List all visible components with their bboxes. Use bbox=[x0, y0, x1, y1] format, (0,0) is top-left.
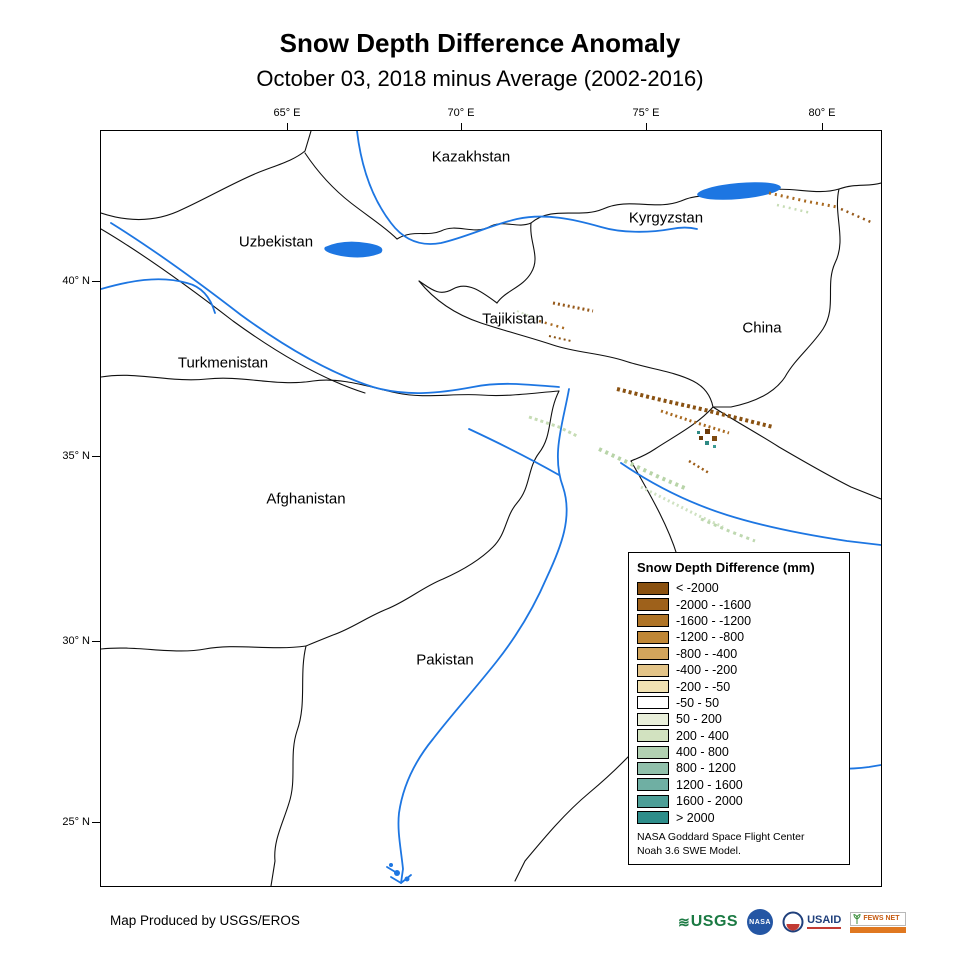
legend-swatch bbox=[637, 811, 669, 825]
country-label-uzbekistan: Uzbekistan bbox=[238, 233, 314, 251]
usgs-logo-text: USGS bbox=[690, 913, 739, 930]
legend-swatch bbox=[637, 794, 669, 808]
lakes bbox=[324, 182, 781, 882]
tick-mark bbox=[822, 123, 823, 130]
legend-note-line1: NASA Goddard Space Flight Center bbox=[637, 830, 805, 843]
latitude-tick-label: 40° N bbox=[62, 275, 90, 287]
legend-row: -800 - -400 bbox=[637, 646, 841, 662]
legend-swatch bbox=[637, 745, 669, 759]
legend-row: 1600 - 2000 bbox=[637, 793, 841, 809]
latitude-tick-label: 25° N bbox=[62, 816, 90, 828]
country-label-afghanistan: Afghanistan bbox=[266, 490, 346, 508]
legend-row: 50 - 200 bbox=[637, 711, 841, 727]
legend-label: -800 - -400 bbox=[676, 646, 738, 661]
fews-sprout-icon bbox=[853, 913, 861, 924]
legend-swatch bbox=[637, 778, 669, 792]
map-canvas bbox=[101, 131, 881, 886]
legend-swatch bbox=[637, 598, 669, 612]
legend-label: 200 - 400 bbox=[676, 728, 729, 743]
latitude-tick-label: 30° N bbox=[62, 635, 90, 647]
legend-label: -200 - -50 bbox=[676, 679, 731, 694]
legend-swatch bbox=[637, 680, 669, 694]
longitude-tick-label: 65° E bbox=[273, 107, 301, 119]
legend-row: -1600 - -1200 bbox=[637, 613, 841, 629]
legend-row: -200 - -50 bbox=[637, 678, 841, 694]
legend-label: 1600 - 2000 bbox=[676, 794, 743, 809]
legend-title: Snow Depth Difference (mm) bbox=[637, 560, 815, 575]
legend-swatch bbox=[637, 696, 669, 710]
legend-note: NASA Goddard Space Flight Center Noah 3.… bbox=[637, 831, 841, 858]
legend-label: < -2000 bbox=[676, 581, 719, 596]
legend-label: 50 - 200 bbox=[676, 712, 722, 727]
country-label-tajikistan: Tajikistan bbox=[482, 310, 544, 328]
usaid-logo: USAID bbox=[782, 911, 842, 933]
legend-swatch bbox=[637, 761, 669, 775]
country-label-kyrgyzstan: Kyrgyzstan bbox=[628, 209, 704, 227]
footer-logos: ≋ USGS NASA USAID FEWS NET bbox=[678, 906, 907, 938]
legend-row: -50 - 50 bbox=[637, 695, 841, 711]
legend-label: 1200 - 1600 bbox=[676, 777, 743, 792]
rivers bbox=[101, 131, 881, 884]
legend-label: -1200 - -800 bbox=[676, 630, 745, 645]
usgs-wave-icon: ≋ bbox=[678, 913, 690, 930]
legend-row: 1200 - 1600 bbox=[637, 777, 841, 793]
fews-net-logo-text: FEWS NET bbox=[863, 915, 900, 922]
legend-swatch bbox=[637, 614, 669, 628]
tick-mark bbox=[92, 281, 100, 282]
legend-row: -1200 - -800 bbox=[637, 629, 841, 645]
tick-mark bbox=[92, 641, 100, 642]
longitude-tick-label: 80° E bbox=[808, 107, 836, 119]
legend-swatch bbox=[637, 647, 669, 661]
country-label-turkmenistan: Turkmenistan bbox=[177, 354, 269, 372]
legend-label: 800 - 1200 bbox=[676, 761, 736, 776]
tick-mark bbox=[92, 456, 100, 457]
tick-mark bbox=[92, 822, 100, 823]
map-legend: Snow Depth Difference (mm) < -2000 -2000… bbox=[628, 552, 850, 866]
usgs-logo: ≋ USGS bbox=[678, 913, 738, 931]
map-credit: Map Produced by USGS/EROS bbox=[110, 913, 300, 928]
longitude-tick-label: 70° E bbox=[447, 107, 475, 119]
legend-label: -2000 - -1600 bbox=[676, 597, 752, 612]
usaid-logo-text: USAID bbox=[807, 914, 842, 926]
legend-swatch bbox=[637, 581, 669, 595]
legend-swatch bbox=[637, 630, 669, 644]
country-label-kazakhstan: Kazakhstan bbox=[431, 148, 511, 166]
usaid-emblem-icon bbox=[782, 911, 804, 933]
page-subtitle: October 03, 2018 minus Average (2002-201… bbox=[256, 66, 704, 91]
legend-label: > 2000 bbox=[676, 810, 715, 825]
usaid-bar bbox=[807, 927, 842, 929]
legend-row: 200 - 400 bbox=[637, 728, 841, 744]
legend-label: -50 - 50 bbox=[676, 695, 720, 710]
country-borders bbox=[101, 131, 881, 886]
legend-row: -2000 - -1600 bbox=[637, 596, 841, 612]
tick-mark bbox=[287, 123, 288, 130]
legend-row: -400 - -200 bbox=[637, 662, 841, 678]
latitude-tick-label: 35° N bbox=[62, 450, 90, 462]
tick-mark bbox=[646, 123, 647, 130]
legend-label: -400 - -200 bbox=[676, 663, 738, 678]
map-frame: Kazakhstan Kyrgyzstan Uzbekistan Tajikis… bbox=[100, 130, 882, 887]
tick-mark bbox=[461, 123, 462, 130]
legend-row: 800 - 1200 bbox=[637, 760, 841, 776]
legend-swatch bbox=[637, 712, 669, 726]
fews-net-logo: FEWS NET bbox=[850, 911, 907, 933]
longitude-tick-label: 75° E bbox=[632, 107, 660, 119]
snow-anomaly-pixels bbox=[516, 191, 874, 543]
legend-label: 400 - 800 bbox=[676, 745, 729, 760]
legend-row: > 2000 bbox=[637, 809, 841, 825]
legend-note-line2: Noah 3.6 SWE Model. bbox=[637, 844, 741, 857]
country-label-china: China bbox=[742, 319, 782, 337]
legend-row: < -2000 bbox=[637, 580, 841, 596]
fews-net-strip bbox=[850, 926, 907, 933]
nasa-logo-text: NASA bbox=[749, 918, 771, 926]
legend-label: -1600 - -1200 bbox=[676, 613, 752, 628]
legend-swatch bbox=[637, 663, 669, 677]
nasa-logo: NASA bbox=[747, 909, 774, 935]
legend-swatch bbox=[637, 729, 669, 743]
legend-row: 400 - 800 bbox=[637, 744, 841, 760]
fews-net-box: FEWS NET bbox=[850, 911, 907, 926]
page-title: Snow Depth Difference Anomaly bbox=[279, 28, 681, 58]
country-label-pakistan: Pakistan bbox=[416, 651, 474, 669]
